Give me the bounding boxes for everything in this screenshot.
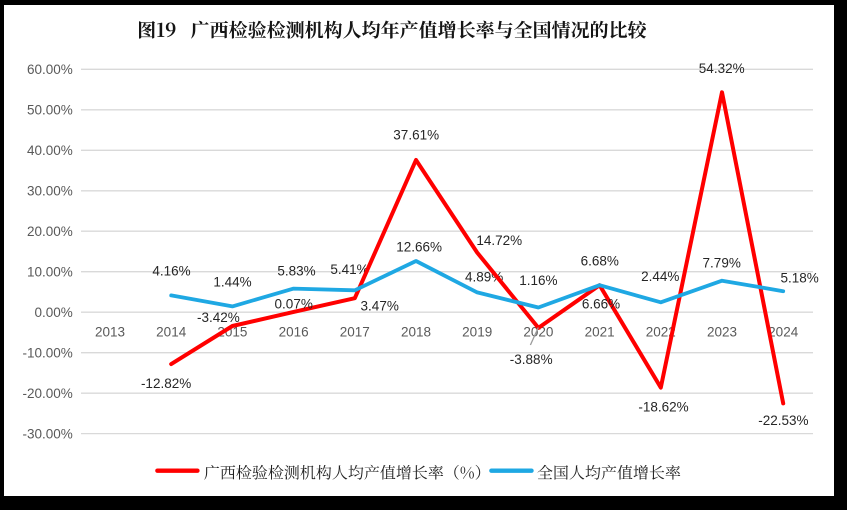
svg-text:0.07%: 0.07% [275,297,313,312]
svg-text:-30.00%: -30.00% [23,427,73,442]
svg-text:5.83%: 5.83% [277,264,315,279]
svg-text:2024: 2024 [768,324,799,339]
svg-text:1.44%: 1.44% [213,274,251,289]
svg-text:7.79%: 7.79% [703,256,741,271]
svg-text:14.72%: 14.72% [476,233,522,248]
svg-text:5.18%: 5.18% [780,270,818,285]
svg-text:2.44%: 2.44% [641,269,679,284]
svg-text:-10.00%: -10.00% [23,346,73,361]
svg-text:6.68%: 6.68% [581,254,619,269]
svg-text:37.61%: 37.61% [393,128,439,143]
svg-text:2013: 2013 [95,324,125,339]
svg-text:-18.62%: -18.62% [638,400,688,415]
svg-text:-12.82%: -12.82% [141,376,191,391]
svg-text:2016: 2016 [279,324,309,339]
svg-text:-3.88%: -3.88% [510,352,553,367]
svg-text:-3.42%: -3.42% [197,310,240,325]
svg-text:0.00%: 0.00% [35,305,73,320]
svg-text:10.00%: 10.00% [27,265,73,280]
svg-text:3.47%: 3.47% [361,298,399,313]
svg-text:5.41%: 5.41% [330,262,368,277]
svg-text:4.16%: 4.16% [152,264,190,279]
svg-text:2020: 2020 [523,324,553,339]
svg-text:-22.53%: -22.53% [758,413,808,428]
svg-text:60.00%: 60.00% [27,62,73,77]
svg-text:2023: 2023 [707,324,737,339]
svg-text:54.32%: 54.32% [699,61,745,76]
svg-text:12.66%: 12.66% [396,240,442,255]
svg-text:2022: 2022 [646,324,676,339]
svg-text:-20.00%: -20.00% [23,386,73,401]
svg-text:30.00%: 30.00% [27,184,73,199]
svg-text:2015: 2015 [217,324,247,339]
svg-text:2017: 2017 [340,324,370,339]
svg-text:2014: 2014 [156,324,187,339]
svg-text:1.16%: 1.16% [519,273,557,288]
svg-text:2021: 2021 [585,324,615,339]
svg-text:2018: 2018 [401,324,431,339]
svg-text:2019: 2019 [462,324,492,339]
svg-text:40.00%: 40.00% [27,143,73,158]
svg-text:50.00%: 50.00% [27,103,73,118]
svg-text:6.66%: 6.66% [582,296,620,311]
svg-text:20.00%: 20.00% [27,224,73,239]
